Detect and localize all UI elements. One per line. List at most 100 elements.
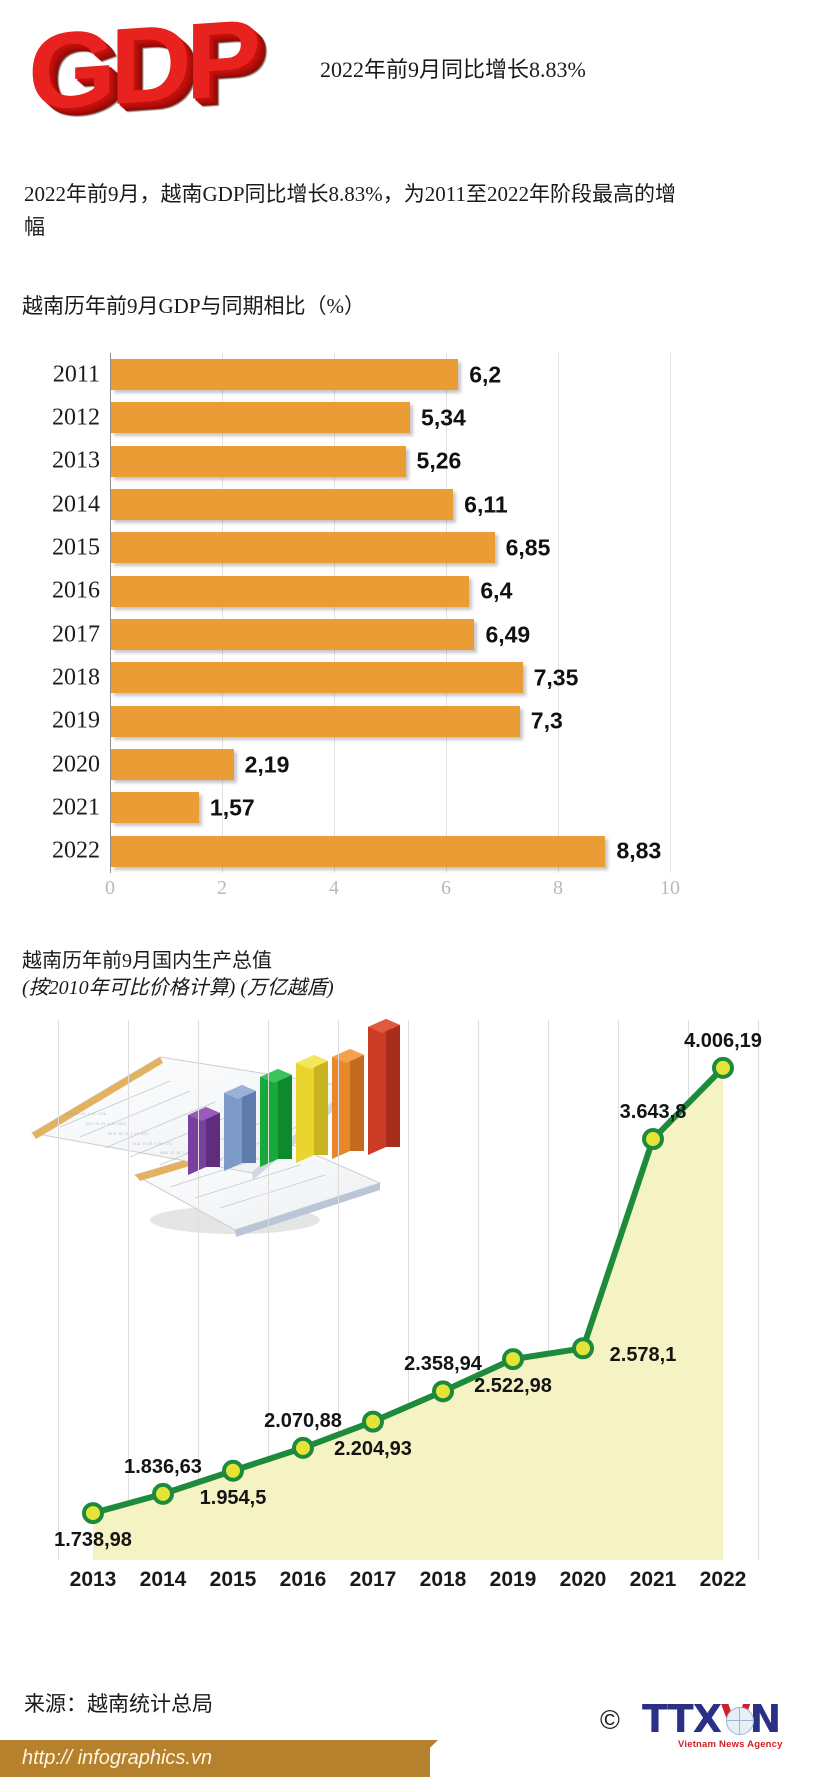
bar-gridline (558, 353, 559, 873)
bar (111, 619, 475, 650)
bar-chart: 2011 6,2 2012 5,34 2013 5,26 2014 6,11 2015 6,85 2… (22, 345, 802, 905)
bar-category-label: 2019 (52, 707, 100, 734)
bar-value-label: 6,2 (469, 361, 502, 388)
line-gridline (58, 1020, 59, 1560)
line-gridline (338, 1020, 339, 1560)
bar-value-label: 7,3 (530, 707, 563, 734)
svg-text:9901 12.38 3.44 2260: 9901 12.38 3.44 2260 (160, 1151, 201, 1155)
bar-row: 2018 7,35 (52, 656, 670, 699)
line-x-tick-label: 2019 (489, 1568, 537, 1591)
bar-gridline (222, 353, 223, 873)
line-x-tick-label: 2013 (69, 1568, 117, 1591)
line-series-svg (82, 1056, 734, 1560)
line-value-label: 1.954,5 (199, 1486, 267, 1509)
line-marker (712, 1056, 734, 1079)
bar (111, 532, 495, 564)
line-x-tick-label: 2020 (559, 1568, 607, 1591)
bar-x-tick-label: 6 (441, 877, 451, 899)
bar (111, 749, 234, 780)
bar (111, 575, 470, 607)
line-marker (152, 1482, 174, 1505)
bar-row: 2013 5,26 (52, 440, 670, 483)
line-value-label: 1.738,98 (54, 1529, 132, 1552)
line-marker (362, 1410, 384, 1433)
bar-x-tick-label: 10 (660, 877, 680, 899)
bar (111, 835, 606, 867)
line-x-tick-label: 2014 (139, 1568, 187, 1591)
bar-value-label: 1,57 (209, 794, 255, 821)
line-value-label: 4.006,19 (684, 1029, 762, 1052)
bar-category-label: 2015 (52, 534, 100, 561)
source-label: 来源：越南统计总局 (24, 1692, 213, 1716)
bar (111, 402, 411, 434)
intro-paragraph: 2022年前9月，越南GDP同比增长8.83%，为2011至2022年阶段最高的… (24, 182, 676, 239)
bar-chart-x-axis: 0 2 4 6 8 10 (105, 877, 680, 907)
line-marker (502, 1348, 524, 1371)
header-subtitle: 2022年前9月同比增长8.83% (320, 57, 586, 82)
bar-value-label: 5,26 (416, 447, 462, 474)
line-x-tick-label: 2016 (279, 1568, 327, 1591)
bar-gridline (334, 353, 335, 873)
bar-category-label: 2016 (52, 577, 100, 604)
bar-row: 2019 7,3 (52, 700, 670, 743)
line-chart-x-axis: 2013 2014 2015 2016 2017 2018 2019 2020 2021 2022 (58, 1568, 758, 1602)
line-value-label: 2.070,88 (264, 1409, 342, 1432)
line-x-tick-label: 2017 (349, 1568, 397, 1591)
line-value-label: 2.204,93 (334, 1437, 412, 1460)
bar-row: 2022 8,83 (52, 830, 670, 873)
bar-value-label: 8,83 (616, 837, 662, 864)
globe-icon (726, 1707, 754, 1735)
line-marker (222, 1459, 244, 1482)
line-marker (292, 1436, 314, 1459)
bar-row: 2015 6,85 (52, 526, 670, 569)
bar-row: 2016 6,4 (52, 570, 670, 613)
bar-gridline (446, 353, 447, 873)
line-path (90, 1064, 726, 1517)
bar-value-label: 5,34 (421, 404, 466, 431)
bar-category-label: 2017 (52, 621, 100, 648)
line-gridline (128, 1020, 129, 1560)
line-x-tick-label: 2021 (629, 1568, 677, 1591)
bar-category-label: 2014 (52, 491, 100, 518)
bar-value-label: 2,19 (244, 751, 290, 778)
bar-category-label: 2013 (52, 447, 100, 474)
line-marker (642, 1128, 664, 1151)
bar-x-tick-label: 8 (553, 877, 563, 899)
line-gridline (408, 1020, 409, 1560)
line-chart-title-line1: 越南历年前9月国内生产总值 (22, 950, 272, 972)
bar-value-label: 6,11 (464, 491, 508, 518)
bar (111, 445, 406, 477)
bar-category-label: 2011 (52, 361, 100, 388)
line-value-label: 3.643,8 (619, 1101, 687, 1124)
line-x-tick-label: 2018 (419, 1568, 467, 1591)
line-chart: 1.738,98 1.836,63 1.954,5 2.070,88 2.204,93 2… (22, 1020, 812, 1640)
copyright-icon: © (600, 1705, 620, 1735)
bar-category-label: 2020 (52, 751, 100, 778)
bar-x-tick-label: 4 (329, 877, 339, 899)
bar (111, 792, 199, 824)
bar-gridline (670, 353, 671, 873)
bar-chart-plot-area: 2011 6,2 2012 5,34 2013 5,26 2014 6,11 2015 6,85 2… (52, 353, 671, 873)
line-gridline (758, 1020, 759, 1560)
footer-url[interactable]: http:// infographics.vn (22, 1747, 213, 1769)
line-value-label: 1.836,63 (124, 1455, 202, 1478)
line-gridline (478, 1020, 479, 1560)
bar-row: 2020 2,19 (52, 743, 670, 786)
line-value-label: 2.522,98 (474, 1375, 552, 1398)
ttxvn-wordmark: TTXVN (642, 1697, 781, 1741)
line-marker (82, 1502, 104, 1525)
bar-value-label: 7,35 (533, 664, 579, 691)
bar-chart-title: 越南历年前9月GDP与同期相比（%） (22, 294, 366, 318)
bar-category-label: 2021 (52, 794, 100, 821)
ttxvn-part1: TTX (642, 1697, 722, 1741)
line-marker (572, 1337, 594, 1360)
bar-category-label: 2012 (52, 404, 100, 431)
bar-x-tick-label: 2 (217, 877, 227, 899)
line-value-label: 2.358,94 (404, 1353, 482, 1376)
line-chart-plot-area: 1.738,98 1.836,63 1.954,5 2.070,88 2.204,93 2… (54, 1020, 762, 1560)
svg-text:8132 41.02 7.63 1120: 8132 41.02 7.63 1120 (65, 1112, 106, 1116)
svg-text:3318 25.63 6.05 7712: 3318 25.63 6.05 7712 (132, 1142, 173, 1146)
bar-category-label: 2022 (52, 837, 100, 864)
line-marker (432, 1380, 454, 1403)
